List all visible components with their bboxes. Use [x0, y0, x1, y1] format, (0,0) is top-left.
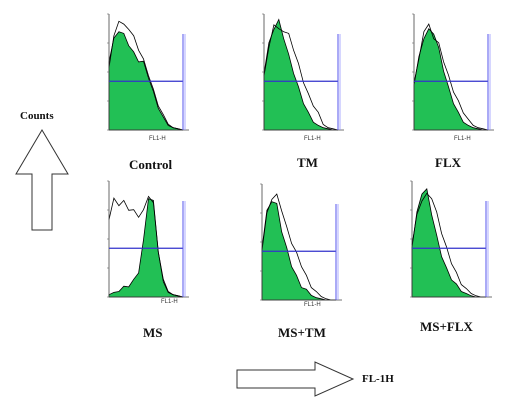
histogram-svg [107, 180, 189, 298]
panel-title-ms: MS [143, 325, 163, 340]
x-tick-label: FL1-H [304, 302, 321, 308]
panel-title-tm: TM [297, 155, 318, 170]
up-arrow-icon [15, 129, 69, 231]
x-tick-label: FL1-H [454, 136, 471, 142]
histogram-ms-tm: FL1-H [258, 178, 343, 310]
panel-title-ms-tm: MS+TM [278, 325, 326, 340]
histogram-outline [413, 23, 489, 131]
histogram-outline [263, 24, 339, 131]
histogram-svg [262, 13, 344, 131]
histogram-outline [108, 20, 184, 131]
histogram-control: FL1-H [105, 8, 190, 142]
x-tick-label: FL1-H [304, 136, 321, 142]
histogram-ms-flx [408, 175, 493, 307]
histogram-fill [413, 27, 488, 131]
right-arrow-icon [236, 361, 355, 397]
histogram-svg [260, 183, 342, 301]
histogram-svg [412, 13, 494, 131]
histogram-outline [108, 195, 184, 298]
y-axis-label: Counts [20, 110, 54, 122]
x-tick-label: FL1-H [149, 136, 166, 142]
x-tick-label: FL1-H [161, 299, 178, 305]
histogram-svg [410, 180, 492, 298]
histogram-ms: FL1-H [105, 175, 190, 307]
histogram-outline [411, 192, 486, 298]
panel-title-ms-flx: MS+FLX [420, 319, 473, 334]
histogram-svg [107, 13, 189, 131]
histogram-fill [263, 18, 338, 131]
histogram-tm: FL1-H [260, 8, 345, 142]
panel-title-flx: FLX [435, 155, 461, 170]
histogram-outline [261, 193, 336, 301]
panel-title-control: Control [129, 157, 173, 172]
histogram-flx: FL1-H [410, 8, 495, 142]
x-axis-label: FL-1H [362, 373, 394, 385]
histogram-fill [411, 187, 486, 298]
